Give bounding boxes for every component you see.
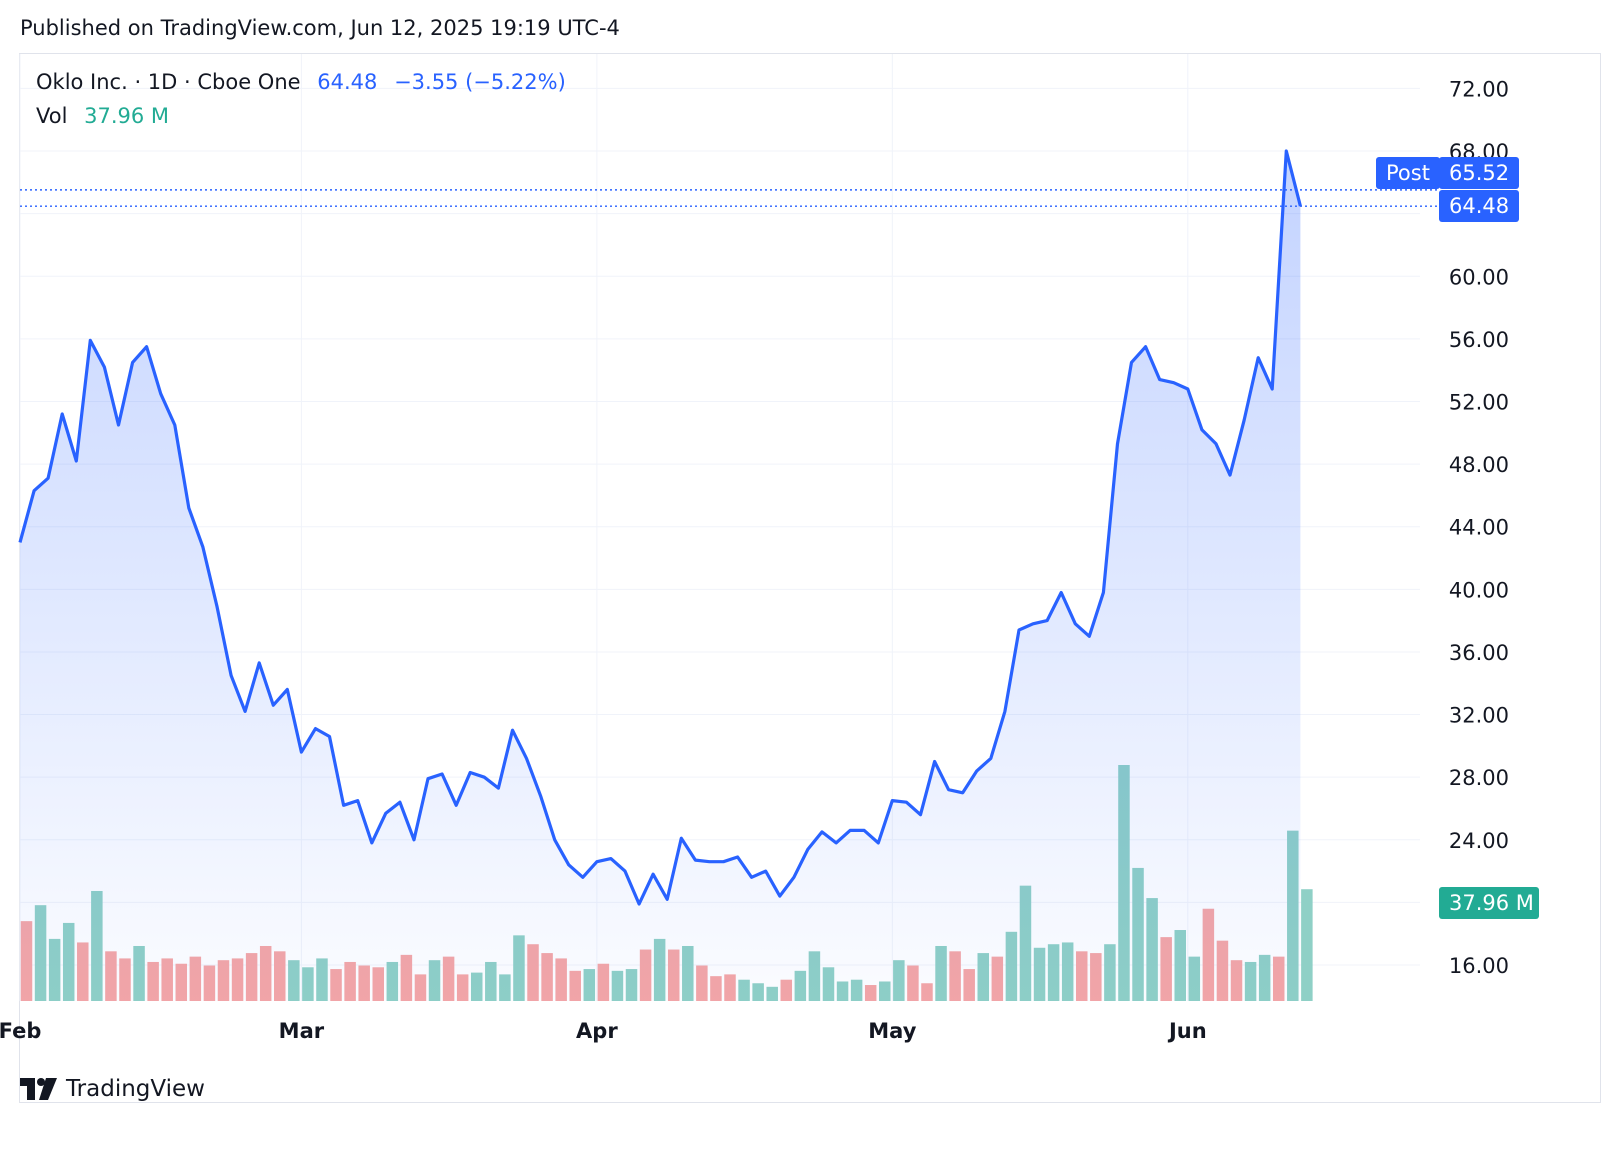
legend-symbol-row: Oklo Inc. · 1D · Cboe One 64.48 −3.55 (−…	[36, 70, 566, 104]
y-tick-label: 40.00	[1449, 578, 1509, 602]
y-tick-label: 56.00	[1449, 328, 1509, 352]
y-tick-label: 36.00	[1449, 641, 1509, 665]
y-tick-label: 44.00	[1449, 516, 1509, 540]
footer-logo[interactable]: TradingView	[20, 1076, 205, 1102]
price-area-fill	[20, 151, 1301, 1001]
y-tick-label: 28.00	[1449, 766, 1509, 790]
y-tick-label: 16.00	[1449, 954, 1509, 978]
price-change: −3.55 (−5.22%)	[394, 70, 566, 94]
price-axis[interactable]: 72.0068.0064.0060.0056.0052.0048.0044.00…	[1449, 77, 1509, 978]
tradingview-brand-text: TradingView	[66, 1076, 205, 1102]
y-tick-label: 60.00	[1449, 265, 1509, 289]
volume-label[interactable]: Vol	[36, 104, 68, 128]
symbol-label[interactable]: Oklo Inc. · 1D · Cboe One	[36, 70, 301, 94]
time-axis[interactable]: Feb Mar Apr May Jun	[0, 1019, 1207, 1043]
y-tick-label: 48.00	[1449, 453, 1509, 477]
price-line[interactable]	[18, 149, 1302, 906]
x-tick-label: Jun	[1167, 1019, 1207, 1043]
chart-legend: Oklo Inc. · 1D · Cboe One 64.48 −3.55 (−…	[36, 70, 566, 138]
y-tick-label: 24.00	[1449, 829, 1509, 853]
last-price-tag: 64.48	[1439, 190, 1519, 222]
volume-tag: 37.96 M	[1439, 887, 1539, 919]
post-market-label: Post	[1376, 157, 1440, 189]
post-market-price-tag: 65.52	[1439, 157, 1519, 189]
volume-value: 37.96 M	[84, 104, 170, 128]
legend-volume-row: Vol 37.96 M	[36, 104, 566, 138]
y-tick-label: 32.00	[1449, 704, 1509, 728]
x-tick-label: Mar	[279, 1019, 325, 1043]
x-tick-label: Feb	[0, 1019, 41, 1043]
tradingview-logo-icon	[20, 1078, 57, 1100]
y-tick-label: 72.00	[1449, 77, 1509, 101]
x-tick-label: May	[868, 1019, 916, 1043]
published-caption: Published on TradingView.com, Jun 12, 20…	[20, 16, 620, 40]
volume-bar	[1301, 889, 1313, 1001]
x-tick-label: Apr	[576, 1019, 618, 1043]
last-price: 64.48	[317, 70, 378, 94]
price-reference-lines	[20, 189, 1438, 207]
y-tick-label: 52.00	[1449, 390, 1509, 414]
